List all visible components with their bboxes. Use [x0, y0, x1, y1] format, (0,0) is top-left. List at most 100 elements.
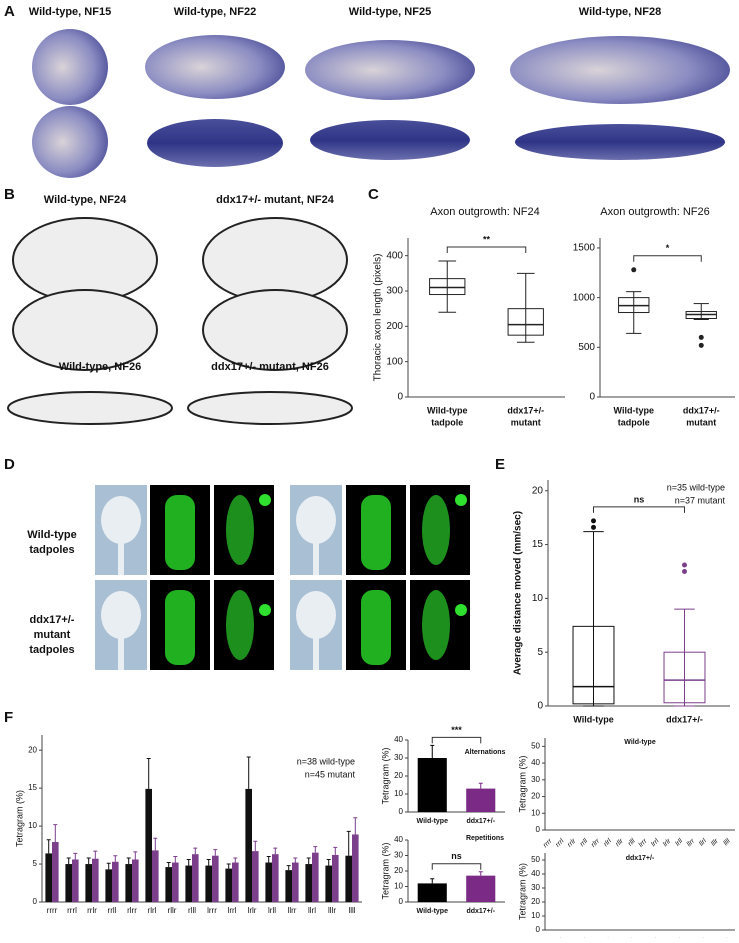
- outlier: [631, 267, 637, 273]
- box: [507, 308, 544, 336]
- error-bar: [430, 878, 435, 884]
- chart-title: Wild-type: [624, 739, 656, 746]
- bar: [325, 865, 332, 902]
- outlier: [591, 524, 596, 530]
- bar: [92, 858, 99, 902]
- x-tick-label: rrrl: [555, 837, 566, 848]
- error-bar: [273, 847, 278, 855]
- x-tick-label: rrlr: [566, 837, 577, 848]
- row-label: tadpoles: [29, 644, 74, 656]
- significance-label: *: [666, 243, 670, 253]
- x-tick-label: rlll: [188, 906, 196, 915]
- x-tick-label: rllr: [168, 906, 177, 915]
- bar: [272, 854, 279, 902]
- chart-title: Alternations: [465, 749, 506, 756]
- bar: [112, 861, 119, 902]
- significance-label: ns: [451, 851, 462, 861]
- bar: [72, 859, 79, 902]
- error-bar: [93, 850, 98, 859]
- outlier: [682, 568, 687, 574]
- row-label: ddx17+/-: [30, 614, 75, 626]
- significance-label: ns: [634, 494, 645, 504]
- y-tick-label: 20: [531, 897, 540, 906]
- x-tick-label: ddx17+/-: [466, 908, 495, 915]
- y-tick-label: 40: [394, 835, 403, 844]
- y-axis-label: Tetragram (%): [380, 747, 390, 804]
- panel-title: Wild-type, NF28: [579, 6, 661, 18]
- error-bar: [213, 849, 218, 856]
- error-bar: [286, 865, 291, 871]
- bar: [245, 788, 252, 902]
- y-tick-label: 1000: [573, 292, 596, 303]
- panel-title: Wild-type, NF24: [44, 194, 127, 206]
- bar: [192, 854, 199, 902]
- y-axis-label: Tetragram (%): [517, 755, 527, 812]
- error-bar: [186, 858, 191, 866]
- x-tick-label: rlrr: [127, 906, 137, 915]
- outlier: [682, 562, 687, 568]
- bar: [132, 859, 139, 902]
- bar: [466, 875, 496, 902]
- x-tick-label: rrlr: [87, 906, 97, 915]
- y-axis-label: Average distance moved (mm/sec): [513, 511, 524, 675]
- bar: [85, 864, 92, 902]
- error-bar: [53, 824, 58, 843]
- y-tick-label: 40: [531, 758, 540, 767]
- x-tick-label: rrrr: [47, 906, 58, 915]
- chart-title: Axon outgrowth: NF24: [430, 206, 539, 218]
- x-tick-label: lrll: [268, 906, 276, 915]
- y-tick-label: 0: [536, 925, 541, 934]
- x-tick-label: rlrl: [148, 906, 157, 915]
- x-tick-label: rrrl: [67, 906, 77, 915]
- error-bar: [153, 837, 158, 851]
- y-tick-label: 0: [399, 897, 404, 906]
- panel-title: ddx17+/- mutant, NF24: [216, 194, 335, 206]
- bar: [45, 853, 52, 902]
- significance-bracket: [431, 863, 482, 870]
- x-tick-label: mutant: [511, 417, 541, 427]
- panel-label: B: [4, 186, 15, 203]
- bar: [352, 834, 359, 902]
- annotation: n=37 mutant: [675, 495, 726, 505]
- x-tick-label: Wild-type: [614, 405, 654, 415]
- x-tick-label: llrl: [698, 837, 708, 847]
- x-tick-label: llrr: [686, 837, 697, 848]
- error-bar: [326, 858, 331, 866]
- x-tick-label: Wild-type: [417, 818, 449, 825]
- y-tick-label: 0: [536, 825, 541, 834]
- y-axis-label: Tetragram (%): [517, 863, 527, 920]
- y-tick-label: 100: [386, 356, 403, 367]
- error-bar: [306, 857, 311, 865]
- significance-label: **: [483, 234, 491, 244]
- bar: [125, 864, 132, 902]
- error-bar: [166, 862, 171, 868]
- x-tick-label: lrrr: [638, 837, 649, 848]
- bar: [225, 868, 232, 902]
- y-axis-label: Tetragram (%): [380, 842, 390, 899]
- x-tick-label: Wild-type: [427, 405, 467, 415]
- x-tick-label: ddx17+/-: [666, 714, 703, 724]
- y-tick-label: 5: [537, 647, 543, 658]
- box: [429, 278, 466, 296]
- error-bar: [173, 855, 178, 863]
- x-tick-label: lrlr: [662, 837, 673, 848]
- x-tick-label: lrlr: [248, 906, 257, 915]
- significance-bracket: [431, 736, 482, 744]
- box: [572, 625, 615, 705]
- y-tick-label: 0: [397, 392, 403, 403]
- panel-a-images: [32, 29, 730, 178]
- error-bar: [226, 863, 231, 869]
- y-tick-label: 0: [589, 392, 595, 403]
- panel-label: E: [495, 456, 505, 473]
- x-tick-label: llrr: [288, 906, 297, 915]
- error-bar: [46, 839, 51, 854]
- panel-title: ddx17+/- mutant, NF26: [211, 361, 329, 373]
- bar: [172, 862, 179, 902]
- bar: [152, 850, 159, 902]
- outlier: [698, 334, 704, 340]
- y-tick-label: 10: [394, 882, 403, 891]
- y-tick-label: 30: [394, 851, 403, 860]
- outlier: [698, 342, 704, 348]
- annotation: n=35 wild-type: [667, 482, 725, 492]
